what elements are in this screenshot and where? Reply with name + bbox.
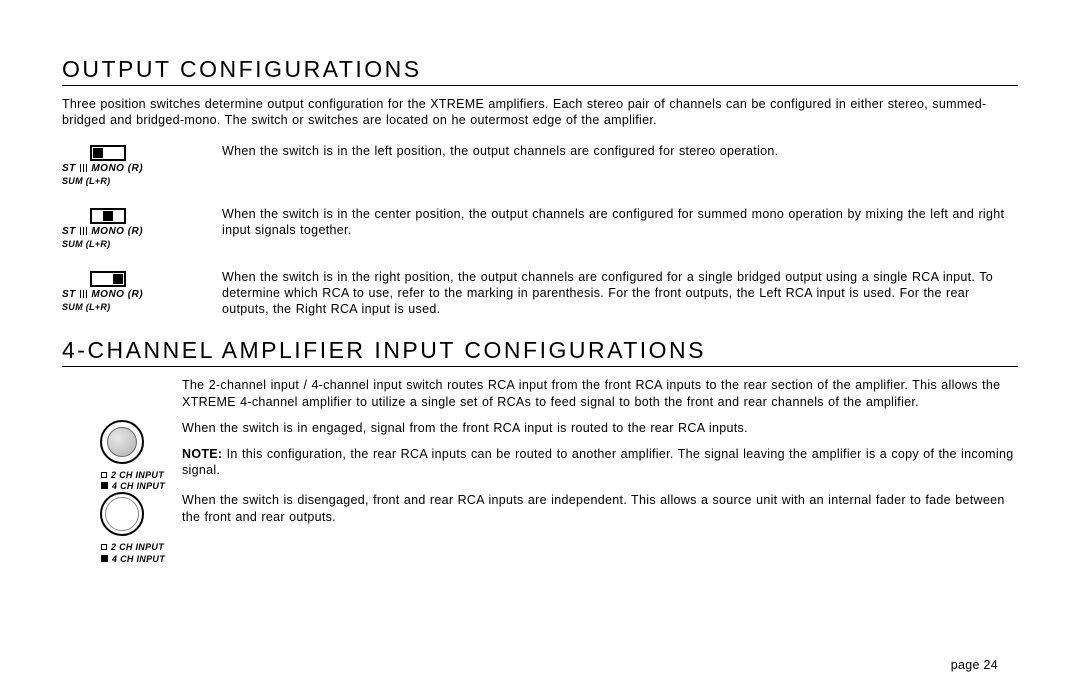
label-4ch: 4 CH INPUT — [112, 554, 165, 564]
label-sum: SUM (L+R) — [62, 176, 222, 186]
switch-desc-left: When the switch is in the left position,… — [222, 143, 1018, 159]
input-intro-row: The 2-channel input / 4-channel input sw… — [62, 377, 1018, 420]
section-title-input: 4-CHANNEL AMPLIFIER INPUT CONFIGURATIONS — [62, 337, 1018, 367]
switch-row-center: ST MONO (R) SUM (L+R) When the switch is… — [62, 206, 1018, 249]
section2-intro: The 2-channel input / 4-channel input sw… — [182, 377, 1018, 410]
switch-desc-center: When the switch is in the center positio… — [222, 206, 1018, 239]
label-4ch: 4 CH INPUT — [112, 481, 165, 491]
switch-diagram-center: ST MONO (R) SUM (L+R) — [62, 206, 222, 249]
label-mono: MONO (R) — [91, 163, 143, 174]
engaged-desc: When the switch is in engaged, signal fr… — [182, 420, 1018, 436]
section-title-output: OUTPUT CONFIGURATIONS — [62, 56, 1018, 86]
label-st: ST — [62, 163, 76, 174]
label-st: ST — [62, 226, 76, 237]
input-engaged-row: 2 CH INPUT 4 CH INPUT When the switch is… — [62, 420, 1018, 493]
label-sum: SUM (L+R) — [62, 302, 222, 312]
button-icon-pressed — [100, 420, 144, 464]
label-st: ST — [62, 289, 76, 300]
section1-intro: Three position switches determine output… — [62, 96, 1018, 129]
disengaged-desc: When the switch is disengaged, front and… — [182, 492, 1018, 525]
switch-desc-right: When the switch is in the right position… — [222, 269, 1018, 318]
button-icon-unpressed — [100, 492, 144, 536]
label-sum: SUM (L+R) — [62, 239, 222, 249]
label-2ch: 2 CH INPUT — [111, 470, 164, 480]
switch-row-right: ST MONO (R) SUM (L+R) When the switch is… — [62, 269, 1018, 318]
switch-diagram-left: ST MONO (R) SUM (L+R) — [62, 143, 222, 186]
label-mono: MONO (R) — [91, 289, 143, 300]
label-2ch: 2 CH INPUT — [111, 542, 164, 552]
switch-row-left: ST MONO (R) SUM (L+R) When the switch is… — [62, 143, 1018, 186]
label-mono: MONO (R) — [91, 226, 143, 237]
button-diagram-disengaged: 2 CH INPUT 4 CH INPUT — [62, 492, 182, 565]
switch-diagram-right: ST MONO (R) SUM (L+R) — [62, 269, 222, 312]
button-diagram-engaged: 2 CH INPUT 4 CH INPUT — [62, 420, 182, 493]
note-text: NOTE: In this configuration, the rear RC… — [182, 446, 1018, 479]
page-number: page 24 — [951, 658, 998, 672]
input-disengaged-row: 2 CH INPUT 4 CH INPUT When the switch is… — [62, 492, 1018, 565]
